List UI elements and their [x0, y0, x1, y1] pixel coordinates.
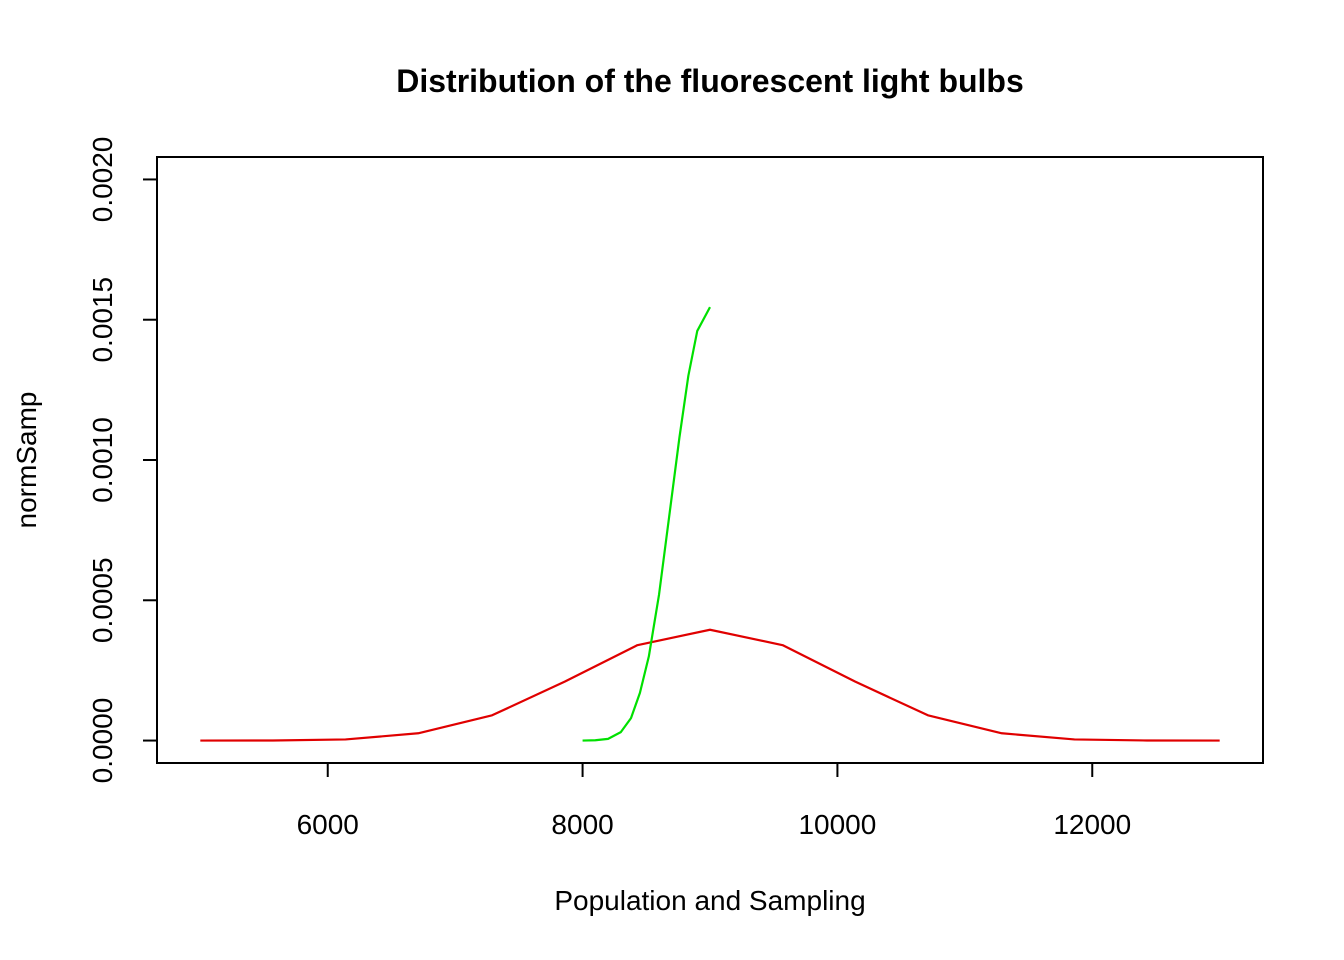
y-axis-label: normSamp: [11, 392, 42, 529]
x-axis: 6000 8000 10000 12000: [297, 762, 1131, 840]
y-tick-label: 0.0020: [87, 137, 118, 223]
x-tick-label: 10000: [798, 809, 876, 840]
y-tick-label: 0.0010: [87, 417, 118, 503]
plot-frame: [156, 156, 1264, 764]
x-axis-label: Population and Sampling: [554, 885, 865, 916]
chart-title: Distribution of the fluorescent light bu…: [396, 63, 1024, 99]
series-line-2: [582, 306, 711, 742]
series-line-1: [200, 628, 1220, 742]
y-tick-label: 0.0005: [87, 557, 118, 643]
series-layer: [200, 306, 1220, 742]
y-tick-label: 0.0000: [87, 698, 118, 784]
x-tick-label: 12000: [1053, 809, 1131, 840]
y-tick-label: 0.0015: [87, 277, 118, 363]
y-axis: 0.0000 0.0005 0.0010 0.0015 0.0020: [87, 137, 158, 784]
x-tick-label: 6000: [297, 809, 359, 840]
x-tick-label: 8000: [551, 809, 613, 840]
